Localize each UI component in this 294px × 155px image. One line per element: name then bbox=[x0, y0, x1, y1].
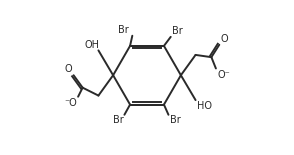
Text: O: O bbox=[65, 64, 72, 74]
Text: O: O bbox=[220, 34, 228, 44]
Text: Br: Br bbox=[118, 25, 129, 35]
Text: HO: HO bbox=[197, 101, 212, 111]
Text: Br: Br bbox=[113, 115, 123, 125]
Text: ⁻O: ⁻O bbox=[64, 98, 77, 108]
Text: Br: Br bbox=[170, 115, 180, 125]
Text: Br: Br bbox=[172, 26, 183, 36]
Text: OH: OH bbox=[85, 40, 100, 50]
Text: O⁻: O⁻ bbox=[217, 70, 230, 80]
